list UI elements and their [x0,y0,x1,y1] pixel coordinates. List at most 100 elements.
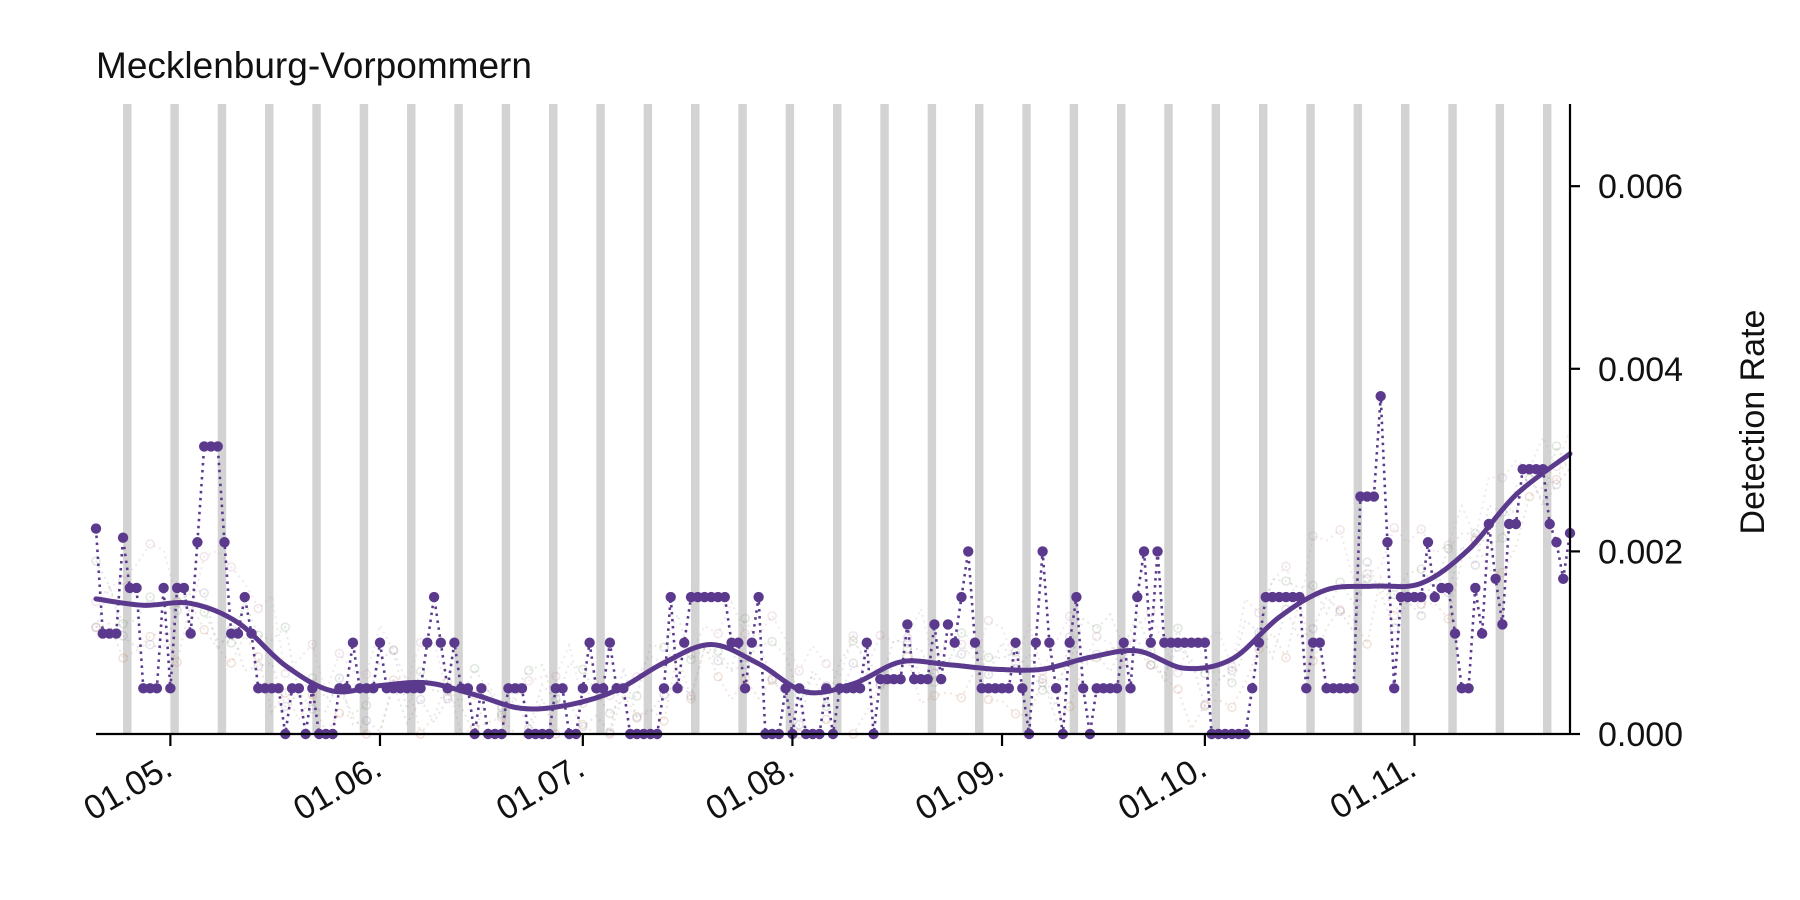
background-marker [145,631,155,642]
background-marker [1362,639,1372,649]
background-marker [956,649,967,659]
weekend-band [833,104,842,734]
weekend-band [1022,104,1031,734]
background-marker [767,675,777,686]
background-marker [1146,607,1156,617]
background-marker [172,605,182,616]
background-marker [145,539,155,549]
weekend-band [596,104,605,734]
data-point [1314,637,1326,648]
background-marker [199,588,209,598]
background-marker [361,716,372,726]
data-point [158,582,169,594]
background-marker [1497,533,1508,543]
background-marker [1335,605,1345,615]
data-point [1470,582,1481,594]
background-marker [442,693,453,704]
background-marker [605,708,615,719]
x-tick-label: 01.10. [1112,748,1213,828]
background-marker [848,636,859,646]
background-marker [1227,662,1237,672]
background-marker [1308,623,1318,634]
data-point [658,683,670,694]
weekend-band [454,104,463,734]
weekend-bands [123,104,1552,734]
background-marker [1335,606,1345,617]
background-marker [1551,474,1562,485]
background-marker [632,713,642,723]
background-marker [1173,623,1183,634]
background-marker [848,631,859,641]
data-point [435,637,447,648]
data-point [963,546,974,557]
background-marker [388,645,399,655]
data-point [1111,683,1123,694]
data-point [232,628,244,639]
data-point [1368,491,1380,502]
data-point [165,683,176,694]
weekend-band [359,104,369,734]
background-marker [253,661,264,671]
data-point [131,582,142,594]
background-marker [713,628,723,639]
background-marker [415,666,426,677]
background-marker [1362,573,1372,584]
background-marker [1146,660,1156,670]
data-point [1416,591,1427,603]
y-tick-label: 0.000 [1598,716,1683,754]
background-marker [686,694,696,704]
background-marker [1470,560,1481,570]
background-marker [983,652,994,663]
background-marker [713,656,723,666]
data-point [516,683,528,694]
weekend-band [123,104,132,734]
background-marker [929,690,940,701]
data-point [476,683,487,694]
data-point [942,619,954,630]
data-point [374,637,386,648]
background-marker [1308,580,1318,591]
background-marker [496,712,507,723]
data-point [1010,637,1021,648]
background-marker [1227,702,1237,713]
data-markers [90,390,1576,740]
background-marker [1524,492,1535,502]
background-marker [523,676,534,686]
weekend-band [549,104,558,734]
background-marker [226,638,236,648]
background-marker [1362,557,1372,567]
data-point [929,619,940,630]
background-marker [1470,528,1481,538]
background-marker [767,636,777,647]
data-point [1050,683,1062,694]
background-marker [199,625,209,635]
background-marker [1227,678,1237,688]
data-point [1138,546,1150,557]
weekend-band [501,104,511,734]
background-marker [388,645,399,656]
background-marker [821,658,831,669]
background-marker [929,668,940,678]
background-marker [956,628,967,638]
weekend-band [691,104,700,734]
weekend-band [927,104,937,734]
weekend-band [1495,104,1505,734]
data-point [1463,683,1474,694]
data-point [1449,628,1461,639]
data-point [117,532,129,543]
background-marker [983,694,994,705]
background-marker [1389,623,1399,633]
background-marker [686,691,696,701]
weekend-band [1306,104,1315,734]
background-marker [361,700,372,711]
x-tick-label: 01.06. [287,748,388,828]
background-marker [415,694,426,705]
background-marker [983,615,994,626]
data-point [1443,582,1454,594]
x-tick-label: 01.08. [700,748,801,828]
background-marker [280,622,291,632]
data-point [111,628,122,639]
data-point [577,683,589,694]
background-marker [1281,561,1291,572]
